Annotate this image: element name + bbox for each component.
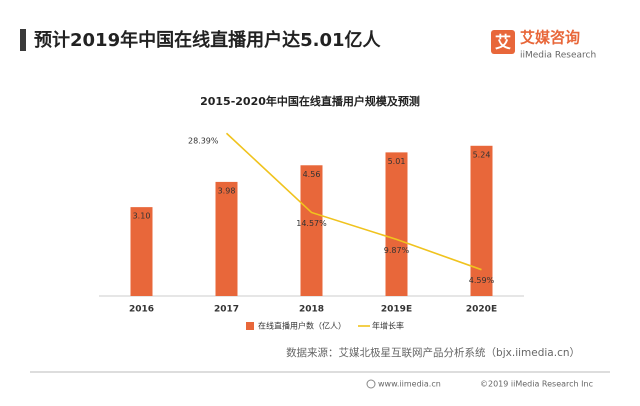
logo-mark: 艾 bbox=[495, 33, 511, 52]
source: 数据来源：艾媒北极星互联网产品分析系统（bjx.iimedia.cn） bbox=[286, 346, 580, 359]
globe-icon bbox=[366, 379, 376, 389]
footer-copyright: ©2019 iiMedia Research Inc bbox=[480, 380, 593, 389]
bar-value-label: 5.24 bbox=[473, 150, 491, 159]
legend-swatch bbox=[246, 322, 254, 330]
chart-title: 2015-2020年中国在线直播用户规模及预测 bbox=[200, 94, 420, 108]
footer-site: www.iimedia.cn bbox=[378, 380, 441, 389]
bar-value-label: 3.98 bbox=[218, 186, 236, 195]
bar-value-label: 3.10 bbox=[133, 212, 151, 221]
x-tick-label: 2019E bbox=[381, 305, 412, 315]
line-value-label: 28.39% bbox=[188, 137, 219, 146]
bar bbox=[300, 165, 323, 296]
line-value-label: 4.59% bbox=[469, 276, 495, 285]
slide-title: 预计2019年中国在线直播用户达5.01亿人 bbox=[34, 29, 382, 51]
bar-value-label: 4.56 bbox=[303, 170, 321, 179]
growth-line bbox=[225, 132, 482, 271]
line-value-label: 9.87% bbox=[384, 246, 410, 255]
x-tick-label: 2016 bbox=[129, 305, 154, 315]
x-tick-label: 2018 bbox=[299, 305, 324, 315]
bar bbox=[470, 145, 493, 296]
bar bbox=[385, 152, 408, 296]
title-accent bbox=[20, 29, 26, 51]
bar-value-label: 5.01 bbox=[388, 157, 406, 166]
logo-sub: iiMedia Research bbox=[520, 51, 596, 61]
logo-name: 艾媒咨询 bbox=[520, 29, 580, 47]
line-value-label: 14.57% bbox=[296, 219, 327, 228]
legend-label: 在线直播用户数（亿人） bbox=[258, 321, 346, 331]
legend-label: 年增长率 bbox=[372, 321, 404, 331]
bar bbox=[130, 207, 153, 296]
x-tick-label: 2020E bbox=[466, 305, 497, 315]
bar bbox=[215, 181, 238, 296]
logo-icon bbox=[491, 30, 515, 54]
x-tick-label: 2017 bbox=[214, 305, 239, 315]
